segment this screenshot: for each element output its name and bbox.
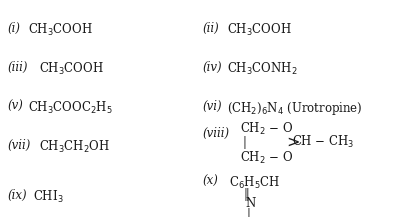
Text: $>$: $>$ (283, 133, 299, 150)
Text: CH$_3$COOH: CH$_3$COOH (28, 22, 93, 38)
Text: ‖: ‖ (244, 188, 249, 201)
Text: (i): (i) (8, 22, 21, 35)
Text: (ii): (ii) (202, 22, 219, 35)
Text: CH$_3$CONH$_2$: CH$_3$CONH$_2$ (227, 61, 298, 77)
Text: |: | (247, 208, 251, 217)
Text: (iii): (iii) (8, 61, 29, 74)
Text: |: | (242, 136, 246, 149)
Text: CH$_3$COOH: CH$_3$COOH (227, 22, 292, 38)
Text: N: N (245, 197, 255, 210)
Text: CH$_3$COOH: CH$_3$COOH (39, 61, 104, 77)
Text: (ix): (ix) (8, 189, 27, 202)
Text: (vii): (vii) (8, 139, 31, 152)
Text: (iv): (iv) (202, 61, 222, 74)
Text: (x): (x) (202, 175, 218, 188)
Text: CHI$_3$: CHI$_3$ (33, 189, 63, 205)
Text: (viii): (viii) (202, 127, 229, 140)
Text: CH$_2$ $-$ O: CH$_2$ $-$ O (240, 120, 293, 136)
Text: CH$_3$CH$_2$OH: CH$_3$CH$_2$OH (39, 139, 110, 155)
Text: (v): (v) (8, 100, 24, 113)
Text: (vi): (vi) (202, 100, 222, 113)
Text: CH$_2$ $-$ O: CH$_2$ $-$ O (240, 150, 293, 166)
Text: CH$_3$COOC$_2$H$_5$: CH$_3$COOC$_2$H$_5$ (28, 100, 113, 116)
Text: CH $-$ CH$_3$: CH $-$ CH$_3$ (292, 133, 354, 150)
Text: (CH$_2$)$_6$N$_4$ (Urotropine): (CH$_2$)$_6$N$_4$ (Urotropine) (227, 100, 363, 117)
Text: C$_6$H$_5$CH: C$_6$H$_5$CH (229, 175, 280, 191)
